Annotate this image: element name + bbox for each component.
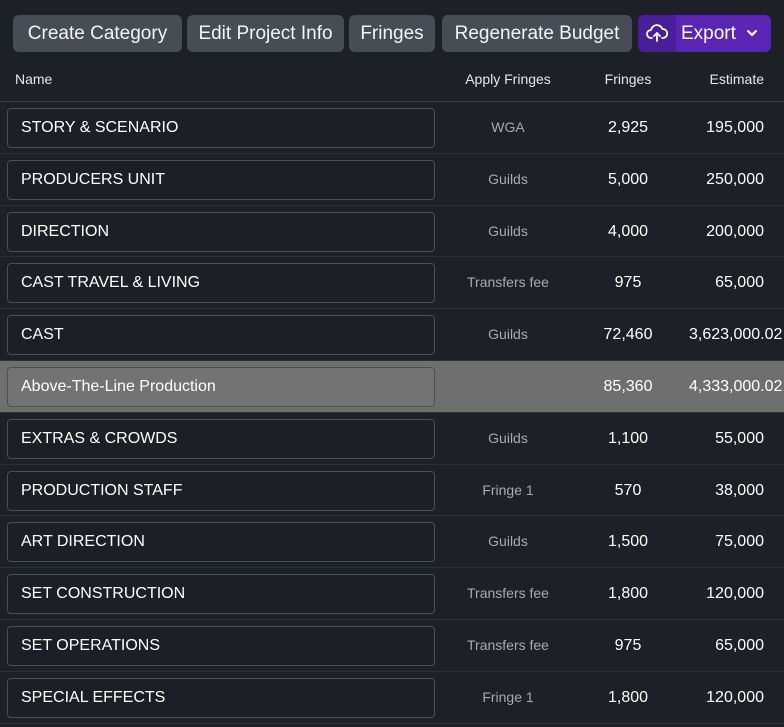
table-row[interactable]: SPECIAL EFFECTS Fringe 1 1,800 120,000 — [0, 671, 784, 724]
cloud-upload-icon — [638, 15, 676, 52]
toolbar: Create Category Edit Project Info Fringe… — [0, 0, 784, 62]
estimate-cell: 195,000 — [706, 119, 764, 136]
estimate-cell: 75,000 — [715, 533, 764, 551]
category-name-input[interactable]: CAST TRAVEL & LIVING — [7, 263, 435, 304]
apply-fringes-cell[interactable]: Guilds — [488, 326, 528, 343]
table-row[interactable]: SET CONSTRUCTION Transfers fee 1,800 120,00… — [0, 568, 784, 620]
category-name-input[interactable]: STORY & SCENARIO — [7, 108, 435, 148]
table-row[interactable]: EXTRAS & CROWDS Guilds 1,100 55,000 — [0, 412, 784, 465]
apply-fringes-cell[interactable]: Guilds — [488, 429, 528, 446]
fringes-cell: 72,460 — [603, 326, 653, 344]
fringes-cell: 85,360 — [603, 377, 653, 395]
estimate-cell: 65,000 — [715, 274, 764, 292]
category-name-input[interactable]: SET OPERATIONS — [7, 625, 435, 666]
table-row[interactable]: PRODUCTION STAFF Fringe 1 570 38,000 — [0, 464, 784, 517]
table-row[interactable]: Above-The-Line Production 85,360 4,333,000… — [0, 360, 784, 413]
column-header-fringes[interactable]: Fringes — [604, 71, 652, 87]
fringes-cell: 2,925 — [607, 119, 649, 136]
fringes-cell: 570 — [614, 481, 642, 499]
apply-fringes-cell[interactable]: Guilds — [488, 170, 528, 187]
fringes-cell: 1,800 — [607, 688, 649, 706]
apply-fringes-cell[interactable]: Guilds — [488, 533, 528, 550]
apply-fringes-cell[interactable]: Fringe 1 — [482, 481, 534, 498]
apply-fringes-cell[interactable]: WGA — [491, 119, 525, 135]
fringes-cell: 1,100 — [607, 429, 649, 447]
category-name-input[interactable]: DIRECTION — [7, 211, 435, 252]
fringes-cell: 975 — [614, 636, 642, 654]
export-button[interactable]: Export — [638, 15, 771, 52]
table-header: Name Apply Fringes Fringes Estimate — [0, 62, 784, 102]
estimate-cell: 4,333,000.02 — [689, 377, 783, 395]
apply-fringes-cell[interactable]: Fringe 1 — [482, 688, 534, 705]
category-name-input[interactable]: PRODUCTION STAFF — [7, 470, 435, 511]
estimate-cell: 120,000 — [706, 688, 764, 706]
export-label: Export — [681, 23, 736, 44]
column-header-apply-fringes[interactable]: Apply Fringes — [465, 71, 551, 87]
estimate-cell: 120,000 — [706, 585, 764, 603]
table-body: STORY & SCENARIO WGA 2,925 195,000 PRODUCERS… — [0, 102, 784, 724]
column-header-estimate[interactable]: Estimate — [709, 71, 764, 87]
create-category-button[interactable]: Create Category — [13, 15, 182, 52]
category-name-input[interactable]: PRODUCERS UNIT — [7, 159, 435, 200]
category-name-input[interactable]: EXTRAS & CROWDS — [7, 418, 435, 459]
estimate-cell: 250,000 — [706, 170, 764, 188]
edit-project-info-button[interactable]: Edit Project Info — [187, 15, 344, 52]
fringes-cell: 1,800 — [607, 585, 649, 603]
category-name-input[interactable]: SET CONSTRUCTION — [7, 574, 435, 615]
fringes-cell: 4,000 — [607, 222, 649, 240]
estimate-cell: 55,000 — [715, 429, 764, 447]
table-row[interactable]: CAST TRAVEL & LIVING Transfers fee 975 65,0… — [0, 257, 784, 310]
apply-fringes-cell[interactable]: Transfers fee — [467, 585, 549, 602]
estimate-cell: 200,000 — [706, 222, 764, 240]
category-name-input[interactable]: SPECIAL EFFECTS — [7, 677, 435, 718]
column-header-name[interactable]: Name — [15, 71, 53, 87]
table-row[interactable]: SET OPERATIONS Transfers fee 975 65,000 — [0, 619, 784, 672]
apply-fringes-cell[interactable]: Transfers fee — [467, 636, 549, 653]
estimate-cell: 3,623,000.02 — [689, 326, 783, 344]
fringes-button[interactable]: Fringes — [349, 15, 435, 52]
table-row[interactable]: ART DIRECTION Guilds 1,500 75,000 — [0, 516, 784, 569]
table-row[interactable]: CAST Guilds 72,460 3,623,000.02 — [0, 309, 784, 361]
chevron-down-icon — [746, 29, 758, 37]
apply-fringes-cell[interactable]: Transfers fee — [467, 274, 549, 291]
fringes-cell: 5,000 — [607, 170, 649, 188]
category-name-input[interactable]: Above-The-Line Production — [7, 366, 435, 407]
estimate-cell: 38,000 — [715, 481, 764, 499]
fringes-cell: 975 — [614, 274, 642, 292]
apply-fringes-cell[interactable]: Guilds — [488, 222, 528, 239]
table-row[interactable]: DIRECTION Guilds 4,000 200,000 — [0, 205, 784, 258]
category-name-input[interactable]: ART DIRECTION — [7, 522, 435, 563]
estimate-cell: 65,000 — [715, 636, 764, 654]
category-name-input[interactable]: CAST — [7, 315, 435, 356]
fringes-cell: 1,500 — [607, 533, 649, 551]
table-row[interactable]: STORY & SCENARIO WGA 2,925 195,000 — [0, 102, 784, 154]
regenerate-budget-button[interactable]: Regenerate Budget — [442, 15, 632, 52]
table-row[interactable]: PRODUCERS UNIT Guilds 5,000 250,000 — [0, 153, 784, 206]
